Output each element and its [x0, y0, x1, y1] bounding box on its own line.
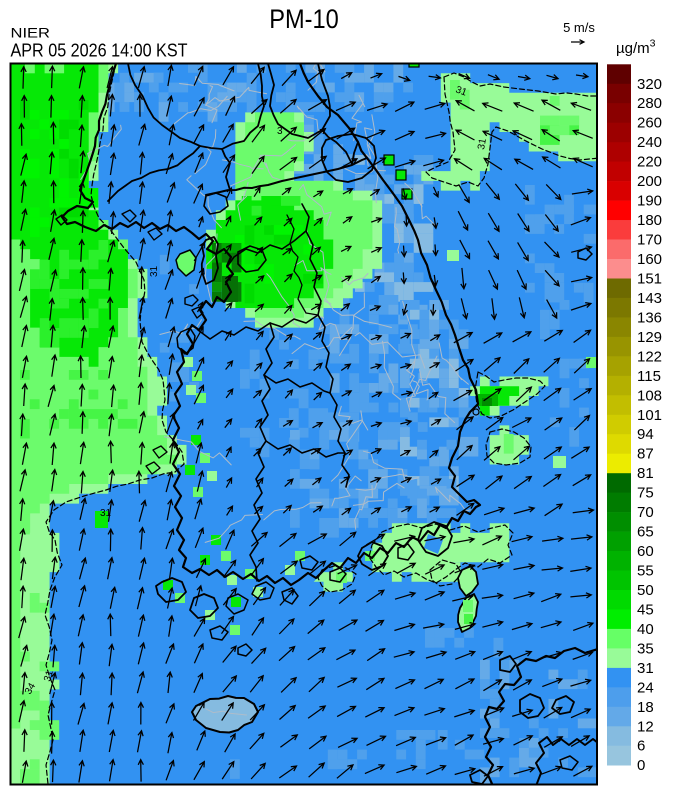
- svg-text:65: 65: [637, 524, 654, 541]
- svg-text:160: 160: [637, 251, 662, 268]
- svg-text:115: 115: [637, 368, 661, 385]
- svg-text:40: 40: [637, 621, 654, 638]
- svg-text:143: 143: [637, 290, 662, 307]
- svg-text:101: 101: [637, 407, 662, 424]
- svg-text:31: 31: [637, 660, 654, 677]
- svg-text:81: 81: [637, 465, 654, 482]
- svg-text:24: 24: [637, 679, 654, 696]
- svg-text:87: 87: [637, 446, 654, 463]
- svg-text:31: 31: [100, 508, 112, 519]
- svg-text:320: 320: [637, 76, 662, 93]
- svg-text:45: 45: [637, 602, 654, 619]
- svg-text:35: 35: [637, 640, 654, 657]
- svg-text:260: 260: [637, 115, 662, 132]
- svg-text:18: 18: [637, 699, 654, 716]
- svg-text:190: 190: [637, 193, 662, 210]
- svg-text:220: 220: [637, 154, 662, 171]
- svg-text:75: 75: [637, 485, 654, 502]
- svg-text:31: 31: [454, 84, 469, 98]
- svg-text:180: 180: [637, 212, 662, 229]
- svg-text:94: 94: [637, 426, 654, 443]
- svg-text:µg/m3: µg/m3: [616, 38, 656, 58]
- svg-text:6: 6: [637, 738, 645, 755]
- svg-text:APR 05 2026 14:00 KST: APR 05 2026 14:00 KST: [11, 41, 188, 61]
- svg-text:NIER: NIER: [11, 25, 51, 41]
- svg-text:60: 60: [637, 543, 654, 560]
- svg-text:0: 0: [637, 757, 645, 774]
- svg-text:31: 31: [149, 265, 160, 277]
- svg-text:70: 70: [637, 504, 654, 521]
- svg-text:129: 129: [637, 329, 662, 346]
- svg-text:151: 151: [637, 271, 662, 288]
- svg-text:5 m/s: 5 m/s: [563, 20, 595, 35]
- svg-text:PM-10: PM-10: [269, 4, 339, 34]
- svg-text:122: 122: [637, 348, 662, 365]
- svg-text:55: 55: [637, 563, 654, 580]
- svg-text:200: 200: [637, 173, 662, 190]
- svg-text:170: 170: [637, 232, 662, 249]
- svg-text:34: 34: [23, 681, 38, 697]
- svg-text:280: 280: [637, 95, 662, 112]
- svg-text:31: 31: [42, 669, 56, 683]
- svg-text:108: 108: [637, 387, 662, 404]
- svg-text:12: 12: [637, 718, 654, 735]
- svg-text:3: 3: [277, 126, 283, 137]
- svg-text:136: 136: [637, 309, 662, 326]
- svg-text:31: 31: [476, 137, 489, 150]
- svg-text:50: 50: [637, 582, 654, 599]
- svg-text:240: 240: [637, 134, 662, 151]
